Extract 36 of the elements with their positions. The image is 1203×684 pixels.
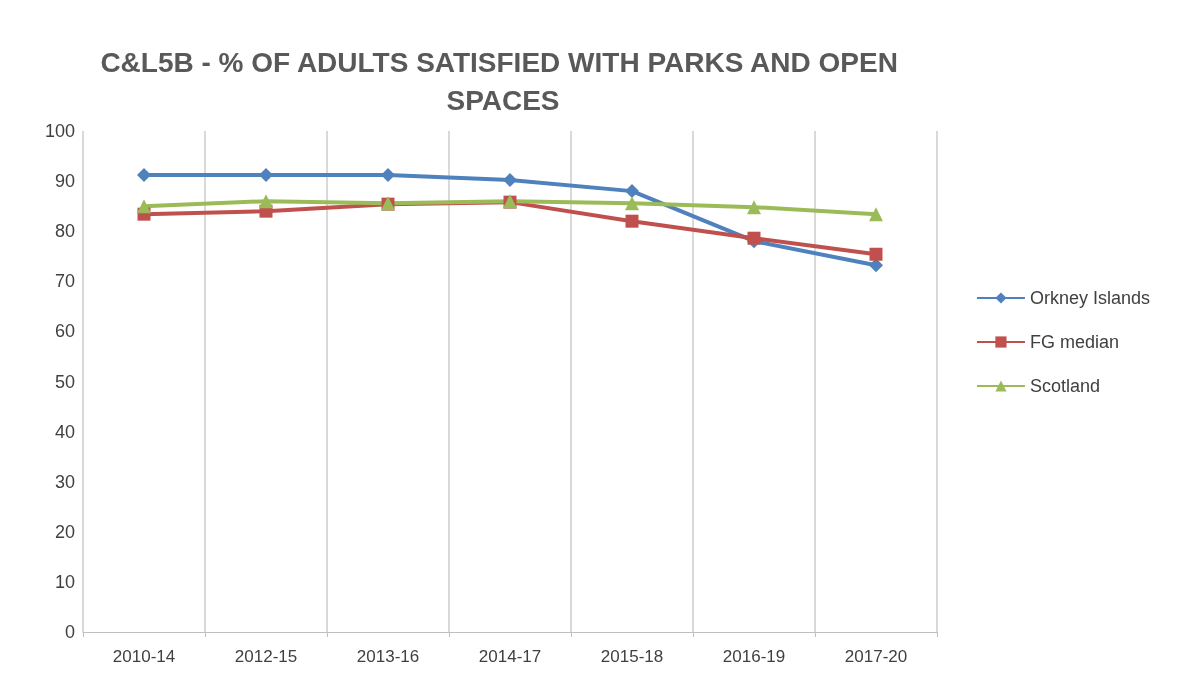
x-tick-label: 2017-20 <box>844 647 908 666</box>
y-tick-label: 10 <box>54 571 75 592</box>
point <box>503 173 517 188</box>
point <box>625 196 639 211</box>
point <box>747 231 761 245</box>
x-tick-label: 2012-15 <box>234 647 298 666</box>
x-tick-label: 2015-18 <box>600 647 664 666</box>
point <box>625 184 639 199</box>
chart-title: C&L5B - % OF ADULTS SATISFIED WITH PARKS AND OPEN SPACES <box>100 46 906 116</box>
point <box>625 214 639 228</box>
x-tick-label: 2013-16 <box>356 647 420 666</box>
y-tick-label: 20 <box>54 521 75 542</box>
x-tick-label: 2016-19 <box>722 647 786 666</box>
y-tick-label: 100 <box>44 121 75 141</box>
point <box>869 258 883 273</box>
y-tick-label: 50 <box>54 371 75 392</box>
legend-label: FG median <box>1029 332 1119 352</box>
point <box>137 168 151 183</box>
y-tick-label: 90 <box>54 171 75 192</box>
legend-label: Orkney Islands <box>1029 288 1151 308</box>
point <box>259 194 273 209</box>
y-tick-label: 40 <box>54 421 75 442</box>
point <box>381 168 395 183</box>
y-tick-label: 60 <box>54 321 75 342</box>
x-tick-label: 2010-14 <box>112 647 176 666</box>
point <box>137 199 151 214</box>
point <box>869 207 883 222</box>
point <box>869 247 883 261</box>
y-tick-label: 80 <box>54 221 75 242</box>
legend-label: Scotland <box>1029 376 1101 396</box>
point <box>747 200 761 215</box>
x-tick-label: 2014-17 <box>478 647 542 666</box>
y-tick-label: 70 <box>54 271 75 292</box>
y-tick-label: 30 <box>54 471 75 492</box>
point <box>259 168 273 183</box>
y-tick-label: 0 <box>64 622 75 642</box>
